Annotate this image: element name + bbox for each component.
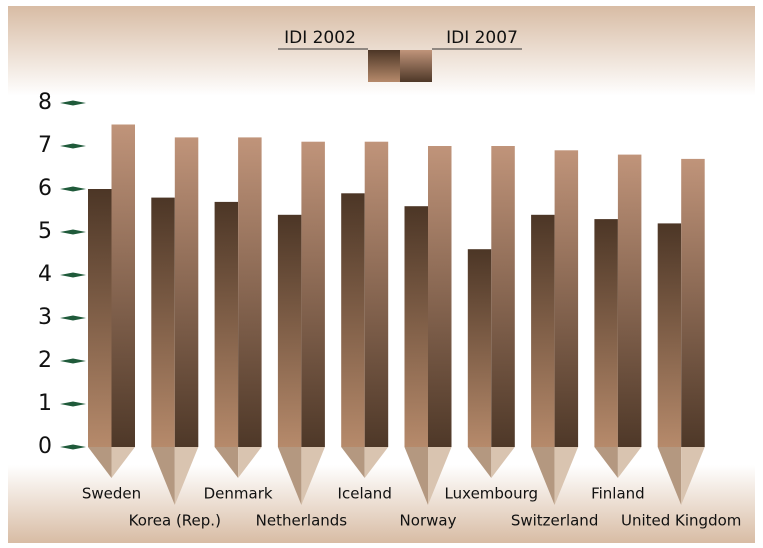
pencil-tip [364, 447, 389, 478]
pencil-tip [467, 447, 492, 478]
bar [301, 141, 325, 447]
x-tick-label: Finland [591, 485, 645, 503]
pencil-tip [554, 447, 579, 505]
x-tick-label: Sweden [82, 485, 141, 503]
pencil-tip [151, 447, 175, 505]
pencil-tip [277, 447, 302, 505]
bar [554, 150, 579, 448]
y-tick-mark [60, 143, 86, 149]
x-tick-label: Korea (Rep.) [129, 512, 221, 530]
bar [151, 197, 175, 447]
legend-swatch [400, 50, 432, 82]
x-tick-label: Iceland [338, 485, 392, 503]
bar [88, 189, 112, 447]
y-tick-label: 6 [38, 176, 52, 201]
bar [594, 219, 618, 447]
pencil-tip [174, 447, 199, 505]
y-tick-mark [60, 186, 86, 192]
pencil-tip [531, 447, 555, 505]
pencil-tip [491, 447, 515, 478]
bar [174, 137, 199, 447]
bar [214, 201, 239, 447]
y-tick-label: 0 [38, 434, 52, 459]
pencil-tip [617, 447, 642, 478]
bar [428, 146, 452, 447]
x-tick-label: United Kingdom [621, 512, 741, 530]
y-tick-label: 7 [38, 133, 52, 158]
bar [277, 214, 302, 447]
bar [238, 137, 262, 447]
x-tick-label: Denmark [204, 485, 273, 503]
pencil-tip [404, 447, 428, 505]
y-tick-label: 2 [38, 348, 52, 373]
y-tick-label: 5 [38, 219, 52, 244]
bar [531, 214, 555, 447]
pencil-tip [657, 447, 682, 505]
legend-swatch [368, 50, 400, 82]
bar [364, 141, 389, 447]
pencil-tip [214, 447, 239, 478]
pencil-tip [301, 447, 325, 505]
pencil-tip [428, 447, 452, 505]
pencil-tip [238, 447, 262, 478]
bar [617, 154, 642, 447]
pencil-tip [594, 447, 618, 478]
bar [404, 206, 428, 447]
pencil-tip [681, 447, 705, 505]
pencil-tip [341, 447, 365, 478]
y-tick-mark [60, 315, 86, 321]
x-tick-label: Luxembourg [445, 485, 539, 503]
x-tick-label: Norway [400, 512, 457, 530]
pencil-tip [88, 447, 112, 478]
y-tick-mark [60, 401, 86, 407]
bar [341, 193, 365, 447]
pencil-tip [111, 447, 135, 478]
bar [111, 124, 135, 447]
y-tick-label: 1 [38, 391, 52, 416]
y-tick-mark [60, 272, 86, 278]
y-tick-label: 3 [38, 305, 52, 330]
y-tick-mark [60, 358, 86, 364]
x-tick-label: Netherlands [256, 512, 348, 530]
legend-label: IDI 2002 [284, 28, 356, 48]
y-tick-mark [60, 229, 86, 235]
bar [491, 146, 515, 447]
y-tick-label: 8 [38, 90, 52, 115]
bar [681, 158, 705, 447]
y-tick-mark [60, 100, 86, 106]
legend-label: IDI 2007 [446, 28, 518, 48]
bar [657, 223, 682, 447]
x-tick-label: Switzerland [511, 512, 599, 530]
y-tick-label: 4 [38, 262, 52, 287]
footer-band [8, 465, 755, 543]
bar [467, 249, 492, 447]
y-tick-mark [60, 444, 86, 450]
